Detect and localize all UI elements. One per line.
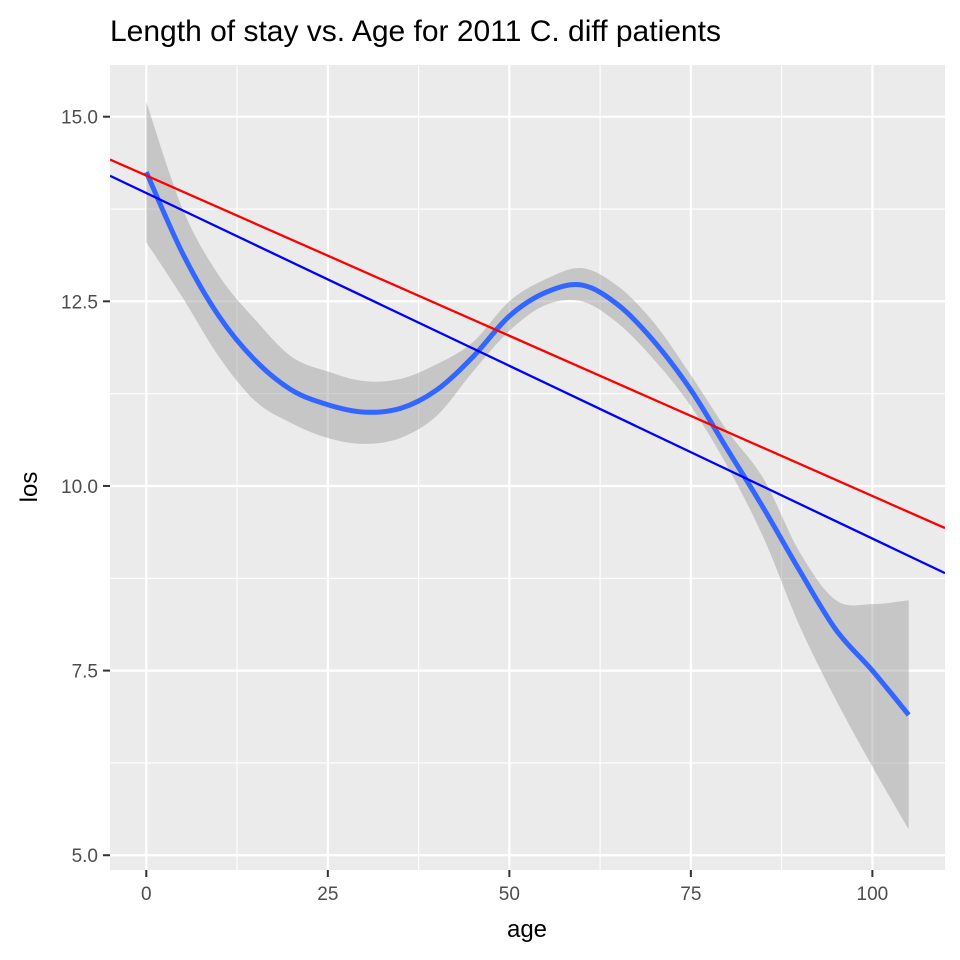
- chart-title: Length of stay vs. Age for 2011 C. diff …: [110, 15, 721, 48]
- plot-panel: [110, 65, 945, 870]
- smooth-fit-line: [144, 171, 911, 717]
- y-tick-label: 5.0: [72, 846, 98, 867]
- y-tick-label: 12.5: [61, 292, 98, 313]
- x-tick-label: 0: [141, 884, 152, 905]
- y-tick-label: 15.0: [61, 108, 98, 129]
- x-tick-label: 100: [857, 884, 889, 905]
- x-tick-label: 75: [680, 884, 701, 905]
- series-marks: [110, 101, 945, 830]
- x-axis-title: age: [507, 916, 547, 943]
- minor-gridlines: [110, 65, 945, 870]
- axes: 0 25 50 75 100 5.0 7.5 10.0 12.5 15.0: [61, 108, 888, 905]
- y-axis-title: los: [16, 472, 43, 503]
- x-tick-label: 25: [317, 884, 338, 905]
- blue-regression-line: [110, 174, 945, 575]
- y-tick-label: 10.0: [61, 477, 98, 498]
- y-tick-label: 7.5: [72, 662, 98, 683]
- red-regression-line: [110, 158, 945, 530]
- x-tick-label: 50: [499, 884, 520, 905]
